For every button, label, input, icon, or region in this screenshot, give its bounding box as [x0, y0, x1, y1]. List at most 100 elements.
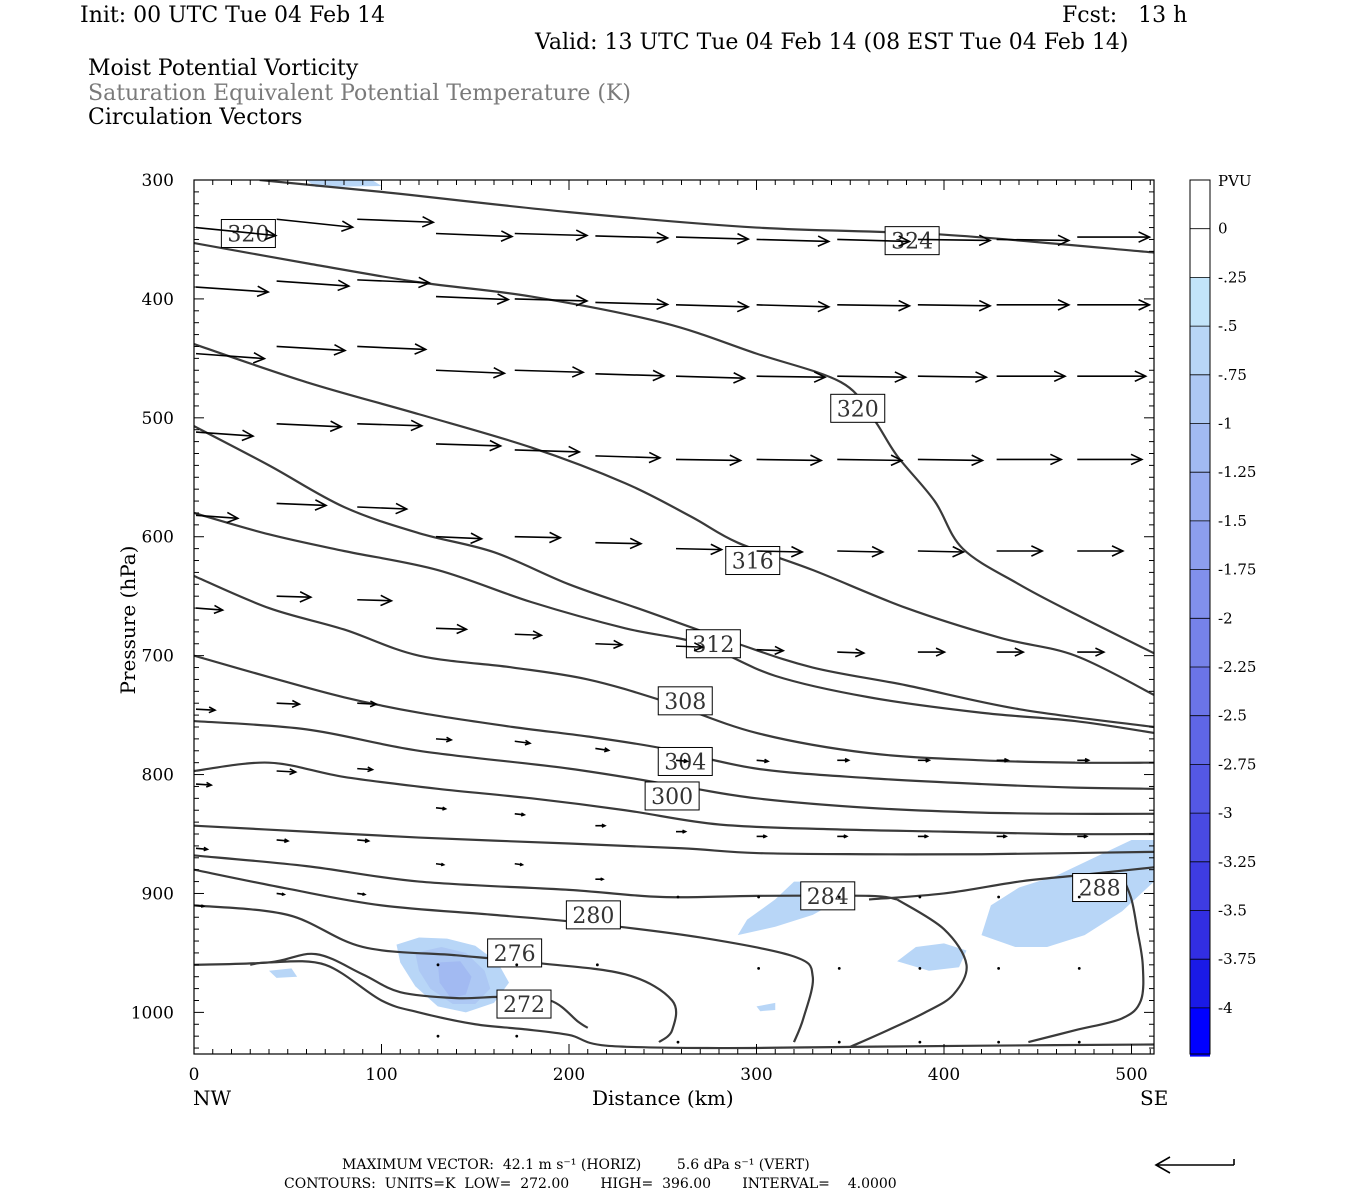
vector-head	[362, 892, 367, 897]
vector-shaft	[756, 238, 829, 243]
circulation-vector-84	[195, 781, 214, 788]
circulation-vector-73	[276, 699, 302, 709]
circulation-vector-7	[756, 235, 831, 248]
circulation-vector-30	[675, 372, 747, 384]
colorbar-swatch-12	[1190, 764, 1210, 814]
circulation-vector-112	[515, 963, 519, 967]
circulation-vector-100	[514, 862, 525, 867]
circulation-vector-67	[756, 645, 786, 656]
vector-shaft	[756, 458, 822, 462]
circulation-vector-22	[996, 299, 1071, 311]
circulation-vector-11	[1077, 231, 1152, 243]
vector-shaft	[675, 547, 722, 551]
vector-shaft	[595, 541, 641, 545]
vector-dot	[1077, 1040, 1081, 1044]
contour-line-312-4	[194, 425, 1154, 729]
circulation-vector-91	[756, 834, 768, 839]
vector-head	[341, 220, 355, 232]
vector-shaft	[675, 759, 688, 763]
pv-shade-region-7	[269, 968, 298, 978]
circulation-vector-51	[435, 532, 484, 545]
vector-dot	[757, 895, 761, 899]
colorbar-label: -2.75	[1218, 755, 1256, 773]
circulation-vector-50	[357, 502, 409, 515]
contour-label-text: 308	[664, 690, 706, 715]
vector-shaft	[435, 535, 482, 540]
circulation-vector-68	[837, 648, 866, 658]
vector-shaft	[195, 352, 265, 360]
vector-shaft	[675, 458, 741, 462]
vector-shaft	[675, 375, 745, 380]
vector-dot	[515, 1034, 519, 1038]
vector-shaft	[435, 443, 501, 447]
vector-shaft	[276, 422, 342, 428]
circulation-vector-105	[918, 895, 922, 899]
pv-shade-region-6	[756, 1002, 776, 1012]
vector-shaft	[195, 514, 238, 520]
circulation-vector-5	[595, 231, 670, 244]
vector-head	[489, 439, 503, 452]
vector-head	[817, 235, 831, 248]
circulation-vector-24	[195, 352, 267, 364]
contour-label-box	[565, 900, 621, 930]
circulation-vector-77	[595, 747, 611, 753]
circulation-vector-18	[675, 300, 751, 313]
vector-head	[284, 838, 290, 844]
circulation-vector-15	[435, 293, 511, 305]
circulation-vector-99	[435, 862, 446, 867]
circulation-vector-6	[675, 232, 751, 245]
vector-head	[1050, 453, 1064, 466]
vector-head	[281, 892, 287, 897]
vector-head	[369, 700, 379, 708]
vector-head	[380, 594, 394, 607]
vector-head	[395, 502, 409, 515]
colorbar-swatch-7	[1190, 520, 1210, 570]
circulation-vector-2	[357, 215, 436, 228]
vector-shaft	[195, 431, 254, 437]
vector-head	[1111, 545, 1125, 557]
vector-shaft	[595, 747, 609, 752]
vector-shaft	[837, 550, 883, 553]
contour-label-box	[644, 781, 700, 811]
vector-shaft	[195, 607, 223, 611]
contour-line-308-5	[194, 511, 1154, 735]
field-title-vectors: Circulation Vectors	[88, 105, 303, 130]
circulation-vector-113	[595, 963, 599, 967]
vector-shaft	[357, 598, 392, 602]
x-tick-label: 100	[365, 1065, 397, 1085]
vector-shaft	[276, 345, 346, 352]
vector-head	[629, 537, 643, 550]
contour-label-288-12: 288	[1072, 873, 1128, 903]
colorbar-unit: PVU	[1218, 172, 1252, 190]
circulation-vector-47	[1077, 453, 1144, 466]
y-axis-title: Pressure (hPa)	[116, 545, 140, 695]
circulation-vector-31	[756, 371, 827, 383]
vector-dot	[837, 1040, 841, 1044]
vector-dot	[757, 966, 761, 970]
vector-shaft	[675, 645, 703, 648]
circulation-vector-71	[1077, 647, 1106, 657]
vector-head	[445, 736, 454, 743]
contour-line-unlabeled-10	[194, 824, 1154, 856]
contour-label-text: 316	[732, 550, 774, 575]
vector-shaft	[996, 238, 1069, 242]
circulation-vector-27	[435, 366, 507, 379]
contour-line-unlabeled-9	[194, 761, 1154, 836]
colorbar-swatch-5	[1190, 423, 1210, 473]
vector-head	[975, 371, 989, 383]
circulation-vector-118	[1077, 966, 1081, 970]
circulation-vector-92	[837, 834, 849, 839]
circulation-vector-19	[756, 300, 831, 313]
circulation-vector-94	[996, 834, 1009, 839]
colorbar-swatch-9	[1190, 618, 1210, 667]
vector-head	[898, 299, 912, 312]
vector-shaft	[675, 236, 749, 240]
circulation-vector-61	[276, 591, 313, 603]
circulation-vector-64	[514, 630, 544, 640]
vector-head	[520, 812, 527, 817]
circulation-vector-32	[837, 371, 908, 383]
circulation-vector-37	[276, 420, 344, 433]
circulation-vector-115	[837, 966, 841, 970]
circulation-vector-35	[1077, 370, 1148, 383]
contour-label-box	[800, 881, 856, 911]
